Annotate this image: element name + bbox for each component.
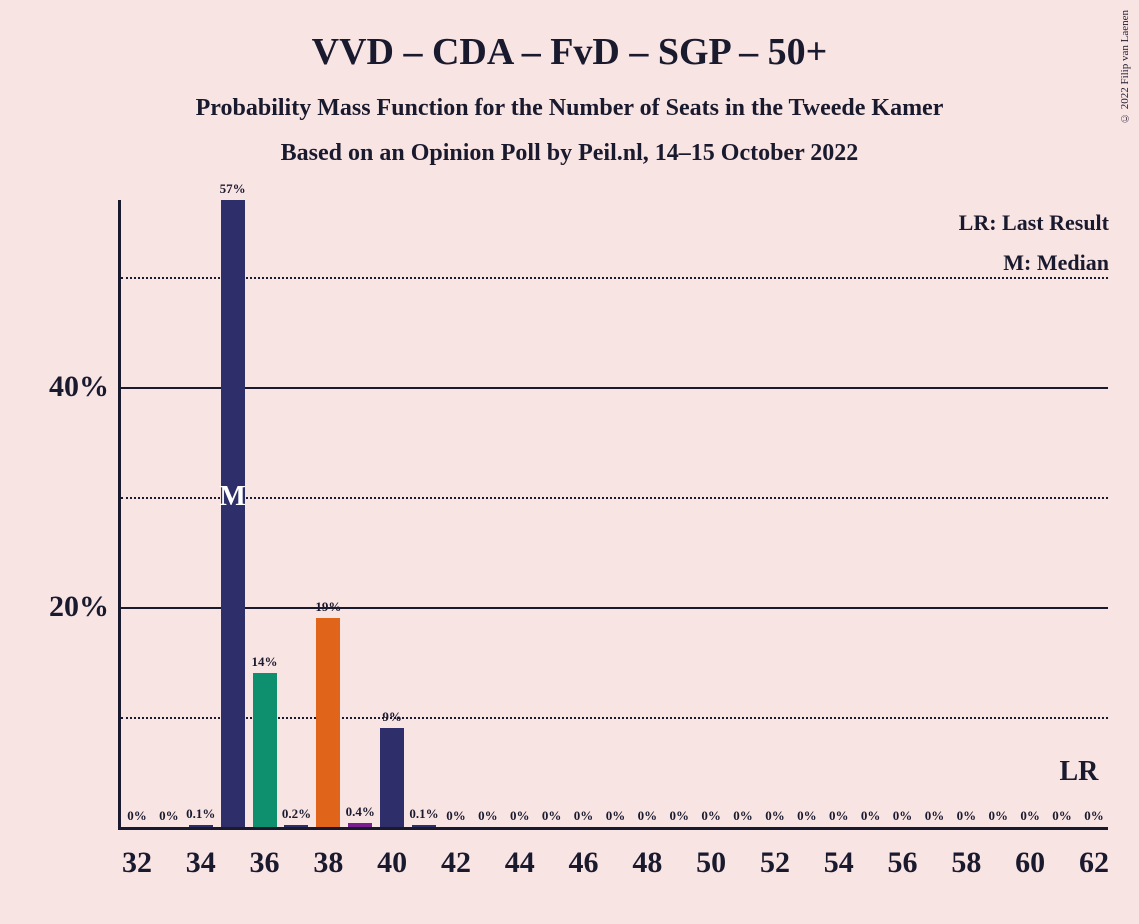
bar-value-label: 0% (510, 808, 530, 824)
x-axis-label: 62 (1079, 846, 1109, 880)
y-axis-label: 20% (49, 590, 109, 624)
bar-value-label: 0% (861, 808, 881, 824)
x-axis-label: 42 (441, 846, 471, 880)
gridline (121, 387, 1108, 389)
x-axis-label: 58 (951, 846, 981, 880)
x-axis-label: 46 (569, 846, 599, 880)
x-axis-label: 36 (250, 846, 280, 880)
bar-value-label: 0.2% (282, 806, 311, 822)
gridline (121, 607, 1108, 609)
chart-plot-area: 323436384042444648505254565860620%0%0.1%… (118, 200, 1108, 830)
median-marker: M (219, 481, 245, 513)
x-axis-label: 48 (632, 846, 662, 880)
bar-value-label: 0% (1084, 808, 1104, 824)
y-axis (118, 200, 121, 830)
bar-value-label: 0% (542, 808, 562, 824)
bar-value-label: 0.4% (346, 804, 375, 820)
bar-value-label: 14% (252, 654, 278, 670)
bar-value-label: 0% (606, 808, 626, 824)
bar-value-label: 0% (957, 808, 977, 824)
x-axis-label: 50 (696, 846, 726, 880)
bar (253, 673, 277, 827)
chart-subtitle-1: Probability Mass Function for the Number… (0, 95, 1139, 122)
bar (412, 825, 436, 827)
bar-value-label: 19% (315, 599, 341, 615)
bar-value-label: 0% (797, 808, 817, 824)
bar-value-label: 0% (765, 808, 785, 824)
gridline (121, 497, 1108, 499)
x-axis-label: 52 (760, 846, 790, 880)
x-axis-label: 56 (888, 846, 918, 880)
bar (284, 825, 308, 827)
bar-value-label: 0% (670, 808, 690, 824)
x-axis-label: 32 (122, 846, 152, 880)
bar-value-label: 0% (989, 808, 1009, 824)
bar (221, 200, 245, 827)
x-axis-label: 38 (313, 846, 343, 880)
bar-value-label: 0% (733, 808, 753, 824)
x-axis-label: 44 (505, 846, 535, 880)
x-axis-label: 54 (824, 846, 854, 880)
bar-value-label: 0.1% (186, 806, 215, 822)
bar (348, 823, 372, 827)
bar-value-label: 0% (1052, 808, 1072, 824)
copyright-text: © 2022 Filip van Laenen (1119, 10, 1131, 124)
x-axis-label: 40 (377, 846, 407, 880)
bar-value-label: 0% (446, 808, 466, 824)
x-axis-label: 34 (186, 846, 216, 880)
bar-value-label: 0% (925, 808, 945, 824)
y-axis-label: 40% (49, 370, 109, 404)
bar-value-label: 0% (829, 808, 849, 824)
x-axis (118, 827, 1108, 830)
bar-value-label: 0% (127, 808, 147, 824)
x-axis-label: 60 (1015, 846, 1045, 880)
chart-title: VVD – CDA – FvD – SGP – 50+ (0, 30, 1139, 74)
bar-value-label: 0% (574, 808, 594, 824)
chart-subtitle-2: Based on an Opinion Poll by Peil.nl, 14–… (0, 140, 1139, 167)
gridline (121, 277, 1108, 279)
bar-value-label: 0% (159, 808, 179, 824)
bar (316, 618, 340, 827)
bar-value-label: 0% (893, 808, 913, 824)
bar (380, 728, 404, 827)
bar-value-label: 0.1% (409, 806, 438, 822)
bar-value-label: 0% (638, 808, 658, 824)
bar (189, 825, 213, 827)
bar-value-label: 0% (478, 808, 498, 824)
bar-value-label: 0% (701, 808, 721, 824)
bar-value-label: 9% (382, 709, 402, 725)
lr-marker: LR (1059, 756, 1098, 788)
bar-value-label: 0% (1020, 808, 1040, 824)
bar-value-label: 57% (220, 181, 246, 197)
